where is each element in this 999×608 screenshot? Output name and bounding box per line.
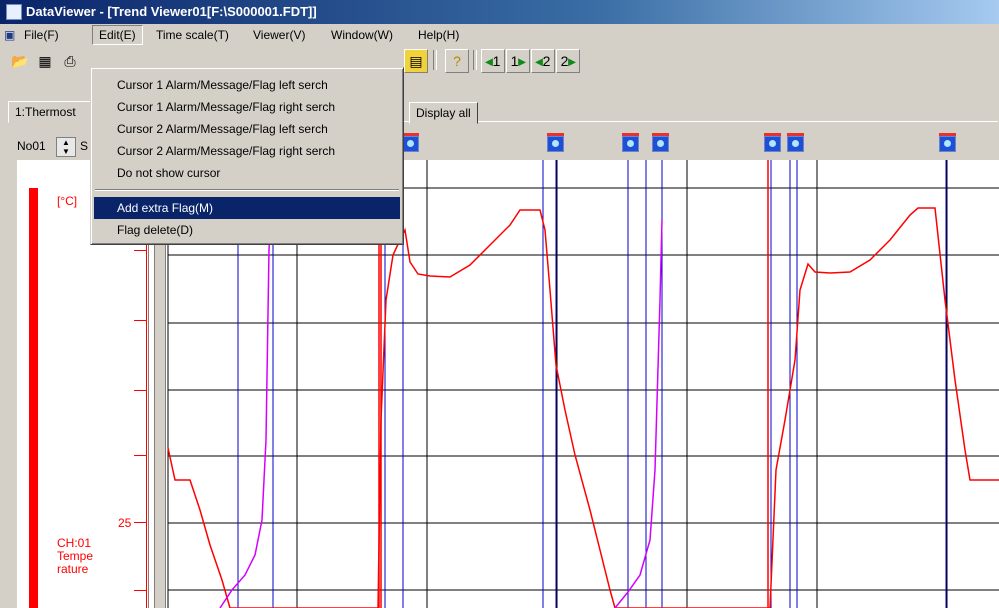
flag-marker[interactable] [764, 133, 781, 152]
flag-marker[interactable] [939, 133, 956, 152]
y-axis-tick [134, 522, 146, 523]
tab-thermostat[interactable]: 1:Thermost [8, 101, 102, 123]
y-axis-tick [134, 320, 146, 321]
app-icon [6, 3, 22, 20]
save-icon[interactable]: ▦ [33, 49, 57, 73]
y-axis-tick [134, 590, 146, 591]
channel-name: CH:01 Temperature [57, 536, 94, 576]
unit-label: [°C] [57, 194, 78, 208]
edit-menu-dropdown: Cursor 1 Alarm/Message/Flag left serch C… [90, 67, 404, 245]
tab-strip-border [8, 121, 998, 122]
menu-separator [95, 189, 399, 191]
open-icon[interactable]: 📂 [8, 49, 32, 73]
menu-cursor1-left-search[interactable]: Cursor 1 Alarm/Message/Flag left serch [117, 78, 328, 92]
cursor1-right-search-button[interactable]: 1▸ [506, 49, 530, 73]
print-icon[interactable]: ⎙ [58, 49, 82, 73]
channel-color-bar [29, 188, 38, 608]
title-bar: DataViewer - [Trend Viewer01[F:\S000001.… [0, 0, 999, 24]
menu-window[interactable]: Window(W) [331, 28, 393, 42]
plot-splitter[interactable] [154, 160, 166, 608]
alarm-lines [378, 160, 769, 608]
menu-cursor2-left-search[interactable]: Cursor 2 Alarm/Message/Flag left serch [117, 122, 328, 136]
y-axis-tick [134, 250, 146, 251]
menu-edit[interactable]: Edit(E) [92, 25, 143, 45]
tab-display-all[interactable]: Display all [409, 102, 478, 124]
cursor1-left-search-button[interactable]: ◂1 [481, 49, 505, 73]
y-tick-label: 25 [118, 516, 132, 530]
menu-help[interactable]: Help(H) [418, 28, 460, 42]
channel-scale-panel [17, 160, 149, 608]
channel-selector[interactable]: No01 [17, 139, 46, 153]
flag-marker[interactable] [652, 133, 669, 152]
menu-bar: ▣ File(F) Edit(E) Time scale(T) Viewer(V… [0, 24, 999, 46]
cursor2-left-search-button[interactable]: ◂2 [531, 49, 555, 73]
flag-icon[interactable]: ▤ [404, 49, 428, 73]
channel-spinner[interactable]: ▲ ▼ [56, 137, 76, 157]
flag-marker[interactable] [787, 133, 804, 152]
toolbar-separator [473, 50, 477, 70]
flag-marker[interactable] [547, 133, 564, 152]
magenta-trace [614, 219, 663, 608]
flag-marker[interactable] [402, 133, 419, 152]
toolbar-separator [433, 50, 437, 70]
menu-do-not-show-cursor[interactable]: Do not show cursor [117, 166, 221, 180]
menu-cursor1-right-search[interactable]: Cursor 1 Alarm/Message/Flag right serch [117, 100, 336, 114]
magenta-trace [219, 204, 272, 608]
menu-cursor2-right-search[interactable]: Cursor 2 Alarm/Message/Flag right serch [117, 144, 336, 158]
menu-time-scale[interactable]: Time scale(T) [156, 28, 229, 42]
menu-file[interactable]: File(F) [24, 28, 59, 42]
channel-selector-suffix: S [80, 139, 89, 153]
flag-marker[interactable] [622, 133, 639, 152]
menu-viewer[interactable]: Viewer(V) [253, 28, 306, 42]
menu-add-extra-flag[interactable]: Add extra Flag(M) [94, 197, 400, 219]
document-icon[interactable]: ▣ [4, 28, 16, 42]
window-title: DataViewer - [Trend Viewer01[F:\S000001.… [26, 4, 317, 19]
menu-flag-delete[interactable]: Flag delete(D) [117, 223, 194, 237]
temperature-trace [167, 207, 999, 608]
cursor2-right-search-button[interactable]: 2▸ [556, 49, 580, 73]
y-axis-tick [134, 455, 146, 456]
y-axis-line [146, 230, 147, 608]
y-axis-tick [134, 390, 146, 391]
help-icon[interactable]: ? [445, 49, 469, 73]
